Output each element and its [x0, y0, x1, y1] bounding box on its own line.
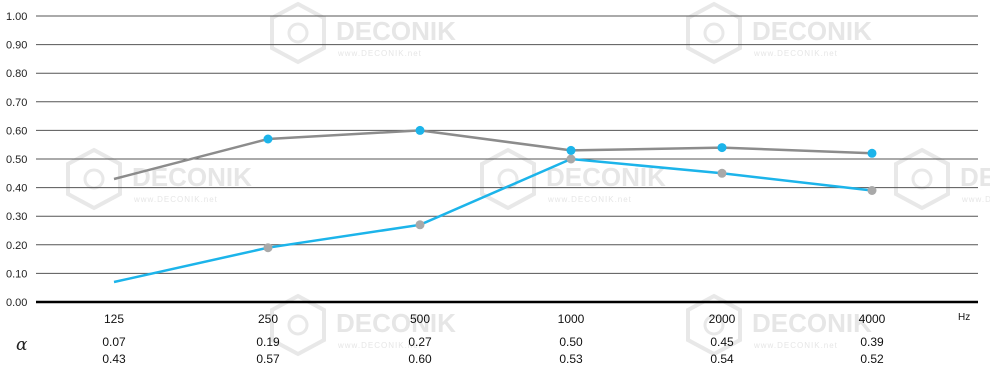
- x-category-label: 125: [104, 312, 124, 326]
- data-point: [717, 143, 727, 153]
- data-point: [415, 220, 425, 230]
- watermark-logo-icon: [270, 1, 326, 65]
- data-point: [263, 134, 273, 144]
- watermark-site: www.DECONIK.net: [337, 49, 422, 58]
- grid-lines: [36, 15, 978, 274]
- value-cell: 0.53: [559, 352, 583, 366]
- watermark-brand: DECONIK: [960, 162, 990, 192]
- y-tick-label: 0.20: [6, 240, 27, 252]
- watermark-logo-icon: [686, 293, 742, 357]
- value-cell: 0.50: [559, 335, 583, 349]
- y-tick-label: 0.00: [6, 297, 27, 309]
- y-tick-label: 0.70: [6, 97, 27, 109]
- x-category-label: 500: [410, 312, 430, 326]
- series-1: [113, 125, 877, 181]
- data-point: [717, 168, 727, 178]
- watermark: DECONIK www.DECONIK.net: [270, 293, 456, 357]
- value-cell: 0.43: [102, 352, 126, 366]
- x-category-label: 1000: [558, 312, 585, 326]
- watermark-layer: DECONIK www.DECONIK.net DECONIK www.DECONIK…: [66, 1, 990, 357]
- data-point: [566, 145, 576, 155]
- value-cell: 0.57: [256, 352, 280, 366]
- watermark-site: www.DECONIK.net: [961, 195, 990, 204]
- x-category-label: 250: [258, 312, 278, 326]
- value-cell: 0.52: [860, 352, 884, 366]
- value-cell: 0.60: [408, 352, 432, 366]
- watermark-site: www.DECONIK.net: [753, 49, 838, 58]
- value-cell: 0.45: [710, 335, 734, 349]
- y-tick-label: 0.30: [6, 211, 27, 223]
- watermark-logo-dot: [703, 314, 725, 336]
- x-axis-categories: 125 250 500 1000 2000 4000: [104, 312, 886, 326]
- alpha-symbol: α: [16, 335, 28, 355]
- value-rows: 0.07 0.19 0.27 0.50 0.45 0.39 0.43 0.57 0.60 0.53…: [102, 335, 884, 366]
- watermark: DECONIK www.DECONIK.net: [686, 1, 872, 65]
- y-tick-label: 0.10: [6, 268, 27, 280]
- watermark-site: www.DECONIK.net: [133, 195, 218, 204]
- series-line: [113, 157, 873, 284]
- y-tick-label: 0.50: [6, 154, 27, 166]
- y-tick-label: 0.80: [6, 68, 27, 80]
- watermark-logo-dot: [287, 22, 309, 44]
- watermark: DECONIK www.DECONIK.net: [894, 147, 990, 211]
- watermark-logo-icon: [270, 293, 326, 357]
- watermark-logo-icon: [66, 147, 122, 211]
- watermark-logo-dot: [287, 314, 309, 336]
- watermark-site: www.DECONIK.net: [547, 195, 632, 204]
- watermark-brand: DECONIK: [132, 162, 252, 192]
- y-axis-ticks: 0.00 0.10 0.20 0.30 0.40 0.50 0.60 0.70 0.80 0.90…: [6, 11, 27, 309]
- watermark-logo-dot: [83, 168, 105, 190]
- watermark-brand: DECONIK: [752, 16, 872, 46]
- data-point: [415, 125, 425, 135]
- value-cell: 0.07: [102, 335, 126, 349]
- x-unit-label: Hz: [958, 312, 970, 323]
- watermark-site: www.DECONIK.net: [753, 341, 838, 350]
- watermark-brand: DECONIK: [336, 308, 456, 338]
- watermark-logo-icon: [686, 1, 742, 65]
- y-tick-label: 0.40: [6, 183, 27, 195]
- watermark-logo-icon: [480, 147, 536, 211]
- data-point: [867, 186, 877, 195]
- value-cell: 0.39: [860, 335, 884, 349]
- y-tick-label: 0.60: [6, 125, 27, 137]
- series-0: [113, 154, 877, 284]
- watermark-site: www.DECONIK.net: [337, 341, 422, 350]
- y-tick-label: 1.00: [6, 11, 27, 23]
- watermark-logo-dot: [703, 22, 725, 44]
- data-point: [867, 148, 877, 158]
- x-category-label: 4000: [859, 312, 886, 326]
- watermark-logo-icon: [894, 147, 950, 211]
- watermark-logo-dot: [911, 168, 933, 190]
- y-tick-label: 0.90: [6, 40, 27, 52]
- value-cell: 0.54: [710, 352, 734, 366]
- series-layer: [113, 125, 877, 284]
- watermark-brand: DECONIK: [336, 16, 456, 46]
- x-category-label: 2000: [709, 312, 736, 326]
- data-point: [263, 243, 273, 253]
- value-cell: 0.19: [256, 335, 280, 349]
- watermark: DECONIK www.DECONIK.net: [686, 293, 872, 357]
- data-point: [566, 154, 576, 164]
- watermark-brand: DECONIK: [752, 308, 872, 338]
- value-cell: 0.27: [408, 335, 432, 349]
- series-line: [113, 129, 873, 181]
- watermark: DECONIK www.DECONIK.net: [270, 1, 456, 65]
